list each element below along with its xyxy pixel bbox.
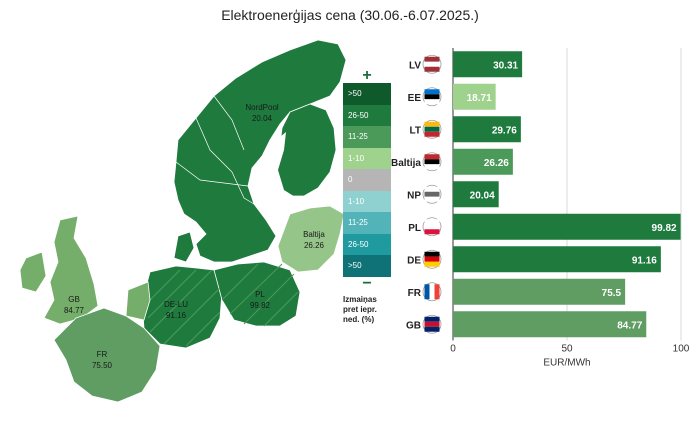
chart-title: Elektroenerģijas cena (30.06.-6.07.2025.…: [221, 7, 479, 23]
bar-value-label: 99.82: [652, 223, 677, 234]
flag-stripe: [424, 251, 440, 257]
flag-stripe: [424, 261, 440, 267]
x-tick-label: 50: [561, 344, 573, 355]
flag-stripe: [434, 284, 440, 300]
flag-stripe: [424, 164, 440, 170]
category-label: FR: [408, 288, 422, 299]
map-region-ireland: [19, 251, 47, 293]
bar-baltija: [453, 148, 513, 175]
flag-stripe: [424, 126, 440, 132]
flag-stripe: [424, 191, 440, 197]
map-label-pl-name: PL: [255, 290, 265, 299]
category-label: Baltija: [391, 158, 421, 169]
map-region-de-lu[interactable]: [141, 265, 223, 349]
flag-stripe: [424, 99, 440, 105]
map-label-nordpool-value: 20.04: [252, 114, 273, 123]
bar-ee: [453, 83, 496, 110]
map-label-nordpool-name: NordPool: [245, 103, 279, 112]
flag-stripe: [429, 284, 435, 300]
europe-map: NordPool 20.04 Baltija 26.26 GB 84.77 DE…: [19, 39, 347, 403]
bar-value-label: 75.5: [602, 288, 622, 299]
legend-item: 11-25: [343, 212, 391, 234]
category-label: GB: [406, 320, 421, 331]
category-label: DE: [407, 255, 421, 266]
legend-note: Izmaiņas pret iepr. ned. (%): [343, 294, 377, 324]
map-region-nordpool[interactable]: [173, 39, 347, 263]
map-label-de-lu-value: 91.16: [166, 311, 187, 320]
flag-stripe: [424, 224, 440, 230]
map-label-de-lu-name: DE-LU: [164, 300, 188, 309]
map-legend: + >50 26-50 11-25 1-10 0 1-10 11-25 26-50 >50 − …: [343, 67, 391, 325]
map-region-denmark[interactable]: [173, 231, 195, 263]
flag-stripe: [424, 316, 440, 322]
bar-lt: [453, 116, 521, 143]
flag-stripe: [424, 61, 440, 67]
legend-item: 1-10: [343, 147, 391, 169]
x-tick-label: 100: [673, 344, 690, 355]
bar-value-label: 26.26: [484, 158, 509, 169]
bar-fr: [453, 278, 626, 305]
flag-stripe: [424, 326, 440, 332]
bar-de: [453, 246, 661, 273]
flag-stripe: [424, 321, 440, 327]
map-label-fr-value: 75.50: [92, 361, 113, 370]
bar-value-label: 20.04: [470, 190, 495, 201]
map-label-fr-name: FR: [97, 350, 108, 359]
flag-stripe: [424, 131, 440, 137]
bar-value-label: 84.77: [617, 320, 642, 331]
category-label: NP: [407, 190, 421, 201]
category-label: LT: [410, 125, 421, 136]
legend-minus: −: [362, 274, 372, 292]
bar-value-label: 29.76: [492, 125, 517, 136]
legend-scale: >50 26-50 11-25 1-10 0 1-10 11-25 26-50 >50: [343, 83, 391, 277]
legend-item: 0: [343, 169, 391, 191]
map-label-gb-value: 84.77: [64, 306, 85, 315]
legend-item: >50: [343, 83, 391, 105]
legend-item: 11-25: [343, 126, 391, 148]
legend-plus: +: [362, 67, 372, 84]
flag-stripe: [424, 66, 440, 72]
flag-stripe: [424, 159, 440, 165]
flag-stripe: [424, 94, 440, 100]
bar-pl: [453, 213, 681, 240]
legend-item: 26-50: [343, 104, 391, 126]
flag-stripe: [424, 219, 440, 225]
map-label-gb-name: GB: [68, 295, 80, 304]
flag-stripe: [424, 196, 440, 202]
map-region-fr[interactable]: [53, 307, 161, 403]
x-axis-label: EUR/MWh: [543, 358, 590, 369]
flag-stripe: [424, 154, 440, 160]
map-region-gb[interactable]: [43, 215, 99, 325]
category-label: PL: [408, 223, 421, 234]
legend-item: 26-50: [343, 233, 391, 255]
flag-stripe: [424, 284, 430, 300]
flag-stripe: [424, 89, 440, 95]
category-label: LV: [409, 60, 421, 71]
map-label-baltija-value: 26.26: [304, 241, 325, 250]
flag-stripe: [424, 256, 440, 262]
flag-stripe: [424, 229, 440, 235]
map-region-benelux: [125, 281, 151, 321]
legend-item: 1-10: [343, 190, 391, 212]
bar-value-label: 91.16: [632, 255, 657, 266]
flag-stripe: [424, 186, 440, 192]
category-label: EE: [408, 93, 422, 104]
map-region-baltija[interactable]: [277, 205, 345, 273]
map-label-pl-value: 99.82: [250, 301, 271, 310]
bar-gb: [453, 311, 647, 338]
flag-stripe: [424, 121, 440, 127]
bar-np: [453, 181, 499, 208]
x-tick-label: 0: [450, 344, 456, 355]
map-label-baltija-name: Baltija: [303, 230, 325, 239]
legend-item: >50: [343, 255, 391, 277]
bar-value-label: 30.31: [493, 60, 518, 71]
bar-lv: [453, 51, 523, 78]
bar-value-label: 18.71: [467, 93, 492, 104]
flag-stripe: [424, 56, 440, 62]
